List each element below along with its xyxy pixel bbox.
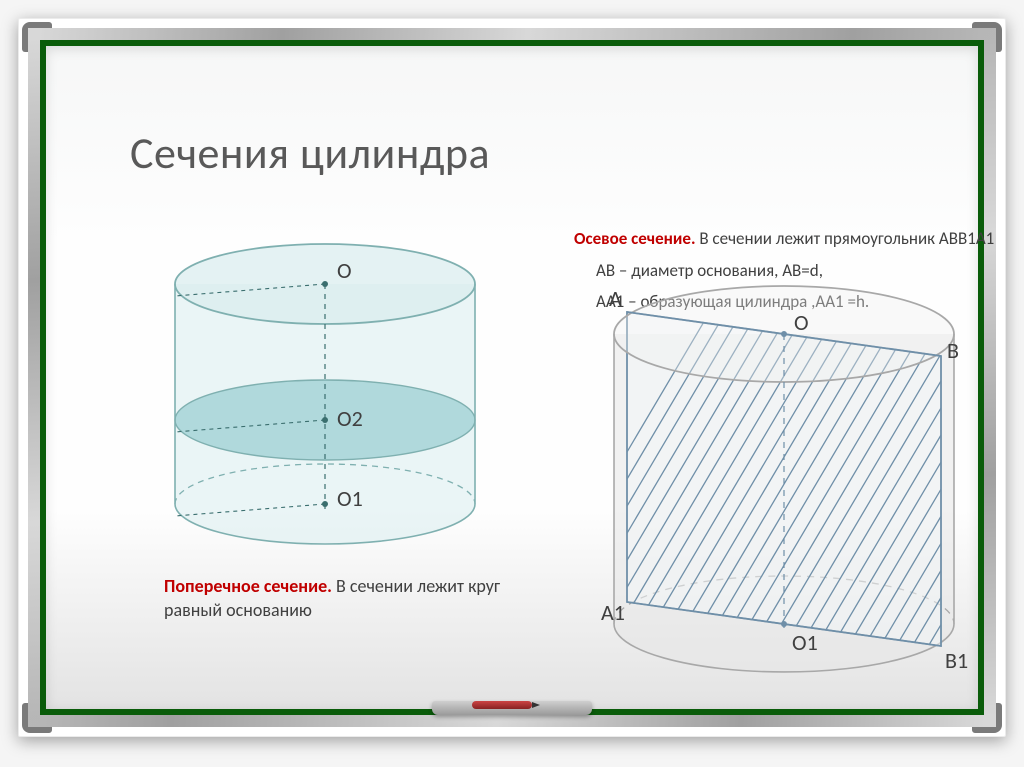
right-svg: A B A1 B1 O O1 bbox=[584, 274, 984, 694]
cross-section-diagram: O O2 O1 bbox=[150, 234, 500, 554]
board-surface: Сечения цилиндра Осевое сечение. В сечен… bbox=[40, 40, 984, 715]
slide-title: Сечения цилиндра bbox=[130, 126, 490, 180]
svg-text:O: O bbox=[794, 309, 809, 336]
svg-text:A: A bbox=[609, 285, 622, 312]
svg-text:B1: B1 bbox=[945, 647, 968, 674]
cross-lead: Поперечное сечение. bbox=[164, 575, 332, 597]
svg-text:O2: O2 bbox=[337, 405, 363, 432]
app-frame: Сечения цилиндра Осевое сечение. В сечен… bbox=[0, 0, 1024, 767]
marker-tray bbox=[432, 701, 592, 715]
axial-rest: В сечении лежит прямоугольник ABB1A1 bbox=[695, 228, 994, 249]
svg-text:A1: A1 bbox=[601, 599, 625, 626]
cross-section-caption: Поперечное сечение. В сечении лежит круг… bbox=[164, 574, 504, 623]
svg-text:O1: O1 bbox=[337, 485, 363, 512]
axial-section-diagram: A B A1 B1 O O1 bbox=[584, 274, 984, 694]
svg-text:B: B bbox=[947, 337, 959, 364]
whiteboard: Сечения цилиндра Осевое сечение. В сечен… bbox=[18, 18, 1006, 737]
slide-content: Сечения цилиндра Осевое сечение. В сечен… bbox=[74, 74, 950, 681]
svg-text:O1: O1 bbox=[792, 629, 818, 656]
axial-lead: Осевое сечение. bbox=[574, 228, 695, 249]
left-svg: O O2 O1 bbox=[150, 234, 500, 554]
svg-text:O: O bbox=[337, 257, 352, 284]
red-marker bbox=[472, 701, 532, 709]
